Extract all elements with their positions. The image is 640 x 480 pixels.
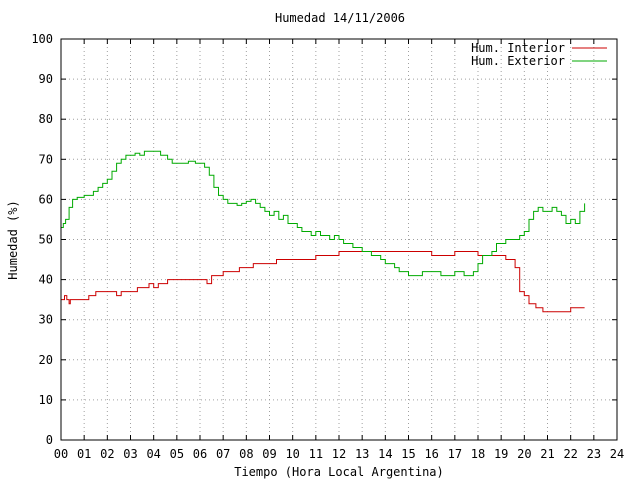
y-tick-label: 90 xyxy=(39,72,53,86)
x-tick-label: 12 xyxy=(332,447,346,461)
y-tick-label: 80 xyxy=(39,112,53,126)
y-tick-label: 60 xyxy=(39,192,53,206)
x-tick-label: 15 xyxy=(401,447,415,461)
x-tick-label: 13 xyxy=(355,447,369,461)
x-tick-label: 00 xyxy=(54,447,68,461)
x-tick-label: 09 xyxy=(262,447,276,461)
series-layer xyxy=(61,150,586,313)
ticks xyxy=(60,38,618,441)
y-tick-labels: 0 10 20 30 40 50 60 70 80 90 100 xyxy=(31,32,53,447)
x-tick-label: 07 xyxy=(216,447,230,461)
x-tick-label: 08 xyxy=(239,447,253,461)
chart-title: Humedad 14/11/2006 xyxy=(275,11,405,25)
x-tick-labels: 00 01 02 03 04 05 06 07 08 09 10 11 12 13 14 15 16 17 18 19… xyxy=(54,447,624,461)
x-tick-label: 04 xyxy=(146,447,160,461)
x-tick-label: 11 xyxy=(309,447,323,461)
x-tick-label: 24 xyxy=(610,447,624,461)
x-tick-label: 06 xyxy=(193,447,207,461)
y-tick-label: 10 xyxy=(39,393,53,407)
y-tick-label: 40 xyxy=(39,273,53,287)
x-tick-label: 21 xyxy=(540,447,554,461)
x-tick-label: 05 xyxy=(170,447,184,461)
x-tick-label: 03 xyxy=(123,447,137,461)
y-tick-label: 70 xyxy=(39,152,53,166)
x-tick-label: 22 xyxy=(563,447,577,461)
legend-label-exterior: Hum. Exterior xyxy=(471,54,565,68)
y-tick-label: 20 xyxy=(39,353,53,367)
x-tick-label: 18 xyxy=(471,447,485,461)
x-tick-label: 14 xyxy=(378,447,392,461)
series-line-exterior xyxy=(61,150,586,277)
x-axis-label: Tiempo (Hora Local Argentina) xyxy=(234,465,444,479)
legend-label-interior: Hum. Interior xyxy=(471,41,565,55)
x-tick-label: 10 xyxy=(285,447,299,461)
x-tick-label: 23 xyxy=(587,447,601,461)
y-tick-label: 0 xyxy=(46,433,53,447)
x-tick-label: 01 xyxy=(77,447,91,461)
grid xyxy=(61,39,617,440)
x-tick-label: 16 xyxy=(424,447,438,461)
x-tick-label: 17 xyxy=(448,447,462,461)
x-tick-label: 19 xyxy=(494,447,508,461)
x-tick-label: 02 xyxy=(100,447,114,461)
y-axis-label: Humedad (%) xyxy=(6,200,20,279)
x-tick-label: 20 xyxy=(517,447,531,461)
y-tick-label: 50 xyxy=(39,233,53,247)
y-tick-label: 30 xyxy=(39,313,53,327)
y-tick-label: 100 xyxy=(31,32,53,46)
series-line-interior xyxy=(61,251,585,313)
